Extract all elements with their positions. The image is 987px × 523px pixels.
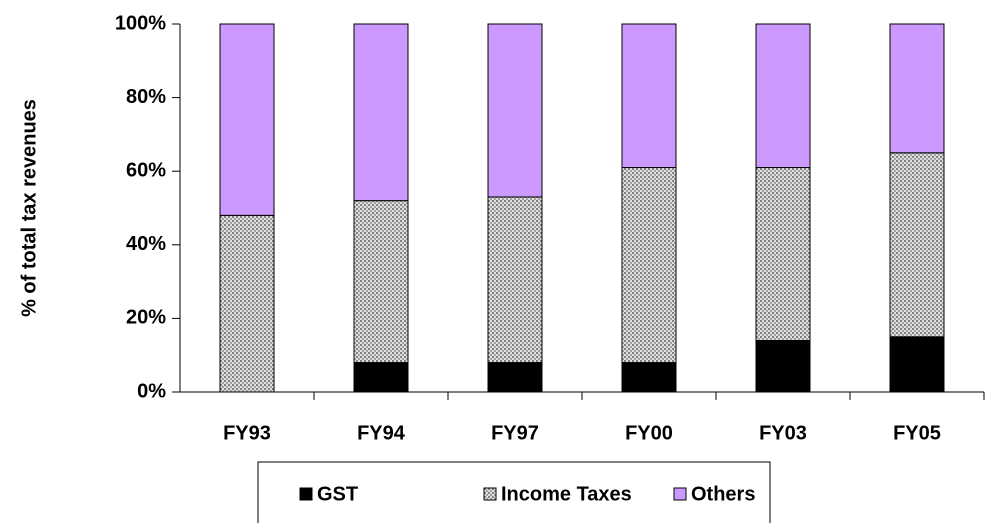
y-tick-label: 80% — [126, 86, 166, 108]
legend-swatch — [483, 487, 497, 501]
bar-segment — [219, 23, 275, 216]
legend-label: Others — [691, 483, 755, 505]
legend-label: GST — [317, 483, 358, 505]
bar-segment — [219, 214, 275, 393]
bar-segment — [621, 23, 677, 169]
bar-segment — [755, 23, 811, 169]
bar-segment — [353, 23, 409, 202]
x-tick-label: FY97 — [491, 422, 539, 444]
legend-box — [257, 461, 771, 523]
y-tick-label: 60% — [126, 159, 166, 181]
bar-segment — [889, 23, 945, 154]
legend-swatch — [673, 487, 687, 501]
bar-segment — [487, 196, 543, 364]
y-tick-label: 0% — [137, 380, 166, 402]
legend-label: Income Taxes — [501, 483, 632, 505]
bar-segment — [755, 339, 811, 393]
bar-segment — [889, 336, 945, 393]
x-tick-label: FY03 — [759, 422, 807, 444]
bar-segment — [755, 167, 811, 341]
y-axis-label: % of total tax revenues — [18, 99, 40, 317]
bar-segment — [487, 362, 543, 393]
bar-segment — [487, 23, 543, 198]
bar-segment — [353, 362, 409, 393]
bar-segment — [353, 200, 409, 364]
x-tick-label: FY93 — [223, 422, 271, 444]
y-tick-label: 100% — [115, 12, 166, 34]
legend-swatch — [299, 487, 313, 501]
y-tick-label: 40% — [126, 233, 166, 255]
y-tick-label: 20% — [126, 307, 166, 329]
x-tick-label: FY05 — [893, 422, 941, 444]
x-tick-label: FY00 — [625, 422, 673, 444]
bar-segment — [621, 362, 677, 393]
bar-segment — [889, 152, 945, 338]
bar-segment — [621, 167, 677, 364]
x-tick-label: FY94 — [357, 422, 406, 444]
